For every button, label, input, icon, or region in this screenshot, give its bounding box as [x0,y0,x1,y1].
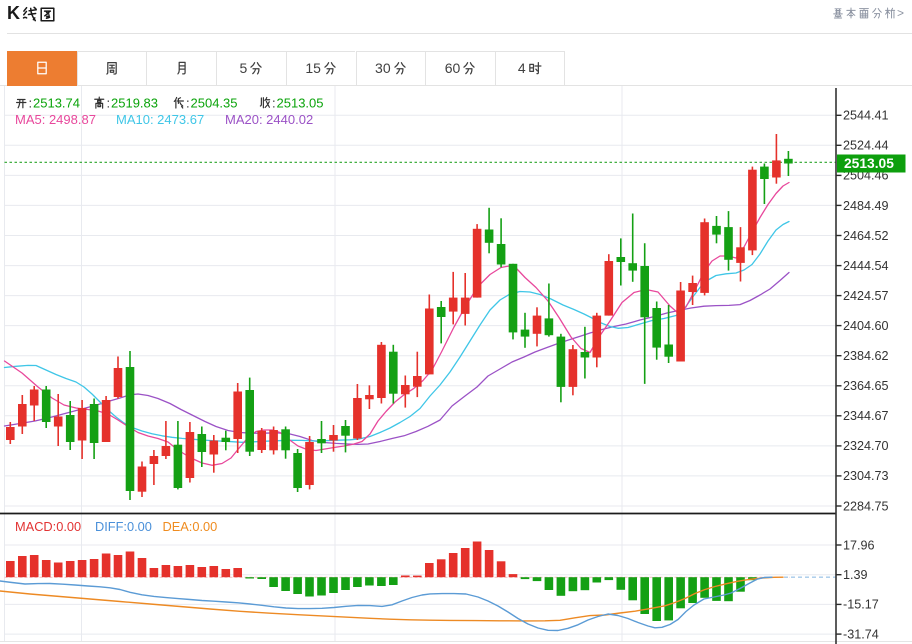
svg-text:2513.74: 2513.74 [33,96,80,111]
svg-text:1.39: 1.39 [843,568,868,582]
svg-text:2513.05: 2513.05 [844,156,894,171]
svg-text:2284.75: 2284.75 [843,499,889,513]
svg-text:2404.60: 2404.60 [843,319,889,333]
svg-text:DEA:0.00: DEA:0.00 [163,519,218,534]
svg-text:2484.49: 2484.49 [843,199,889,213]
svg-text:2324.70: 2324.70 [843,439,889,453]
svg-text:2344.67: 2344.67 [843,409,889,423]
svg-text:2524.44: 2524.44 [843,139,889,153]
svg-text:2504.35: 2504.35 [191,96,238,111]
svg-text:2544.41: 2544.41 [843,109,889,123]
svg-text:MA20: 2440.02: MA20: 2440.02 [225,112,313,127]
svg-text:MA5: 2498.87: MA5: 2498.87 [15,112,96,127]
svg-text:2444.54: 2444.54 [843,259,889,273]
svg-text:DIFF:0.00: DIFF:0.00 [95,519,152,534]
svg-text::: : [107,96,111,111]
svg-text:-15.17: -15.17 [843,598,879,612]
svg-text:MACD:0.00: MACD:0.00 [15,519,81,534]
svg-text:2464.52: 2464.52 [843,229,889,243]
svg-text:2519.83: 2519.83 [111,96,158,111]
svg-text::: : [186,96,190,111]
svg-text:17.96: 17.96 [843,538,875,552]
svg-text:2513.05: 2513.05 [277,96,324,111]
svg-text:2304.73: 2304.73 [843,469,889,483]
svg-text:2364.65: 2364.65 [843,379,889,393]
svg-text:2384.62: 2384.62 [843,349,889,363]
svg-text::: : [29,96,33,111]
svg-text::: : [272,96,276,111]
svg-text:2424.57: 2424.57 [843,289,889,303]
svg-text:MA10: 2473.67: MA10: 2473.67 [116,112,204,127]
svg-text:-31.74: -31.74 [843,627,879,641]
